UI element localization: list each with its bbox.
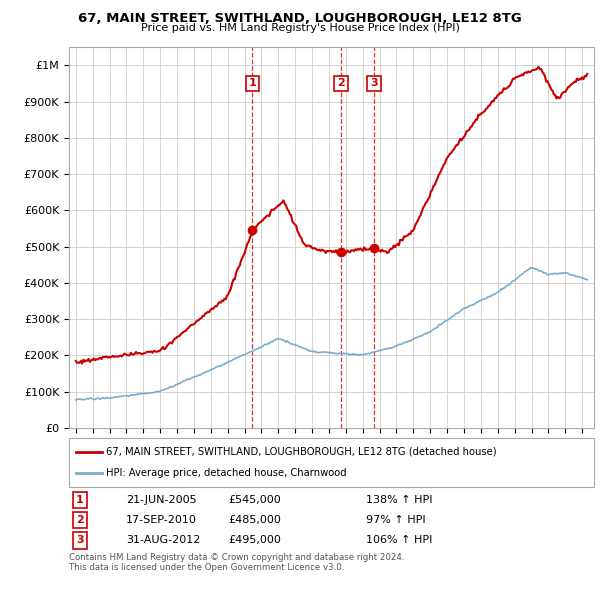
Text: 3: 3	[76, 536, 83, 545]
Text: 2: 2	[76, 516, 83, 525]
Text: This data is licensed under the Open Government Licence v3.0.: This data is licensed under the Open Gov…	[69, 563, 344, 572]
Text: £545,000: £545,000	[228, 496, 281, 505]
Text: 1: 1	[76, 496, 83, 505]
Text: 1: 1	[248, 78, 256, 88]
Text: HPI: Average price, detached house, Charnwood: HPI: Average price, detached house, Char…	[106, 468, 347, 478]
Text: 3: 3	[370, 78, 378, 88]
Text: Contains HM Land Registry data © Crown copyright and database right 2024.: Contains HM Land Registry data © Crown c…	[69, 553, 404, 562]
Text: Price paid vs. HM Land Registry's House Price Index (HPI): Price paid vs. HM Land Registry's House …	[140, 23, 460, 33]
Text: 97% ↑ HPI: 97% ↑ HPI	[366, 516, 425, 525]
Text: £485,000: £485,000	[228, 516, 281, 525]
Text: 2: 2	[337, 78, 345, 88]
Text: 17-SEP-2010: 17-SEP-2010	[126, 516, 197, 525]
Text: 31-AUG-2012: 31-AUG-2012	[126, 536, 200, 545]
Text: 67, MAIN STREET, SWITHLAND, LOUGHBOROUGH, LE12 8TG: 67, MAIN STREET, SWITHLAND, LOUGHBOROUGH…	[78, 12, 522, 25]
Text: 106% ↑ HPI: 106% ↑ HPI	[366, 536, 433, 545]
Text: 21-JUN-2005: 21-JUN-2005	[126, 496, 197, 505]
Text: £495,000: £495,000	[228, 536, 281, 545]
Text: 67, MAIN STREET, SWITHLAND, LOUGHBOROUGH, LE12 8TG (detached house): 67, MAIN STREET, SWITHLAND, LOUGHBOROUGH…	[106, 447, 497, 457]
Text: 138% ↑ HPI: 138% ↑ HPI	[366, 496, 433, 505]
